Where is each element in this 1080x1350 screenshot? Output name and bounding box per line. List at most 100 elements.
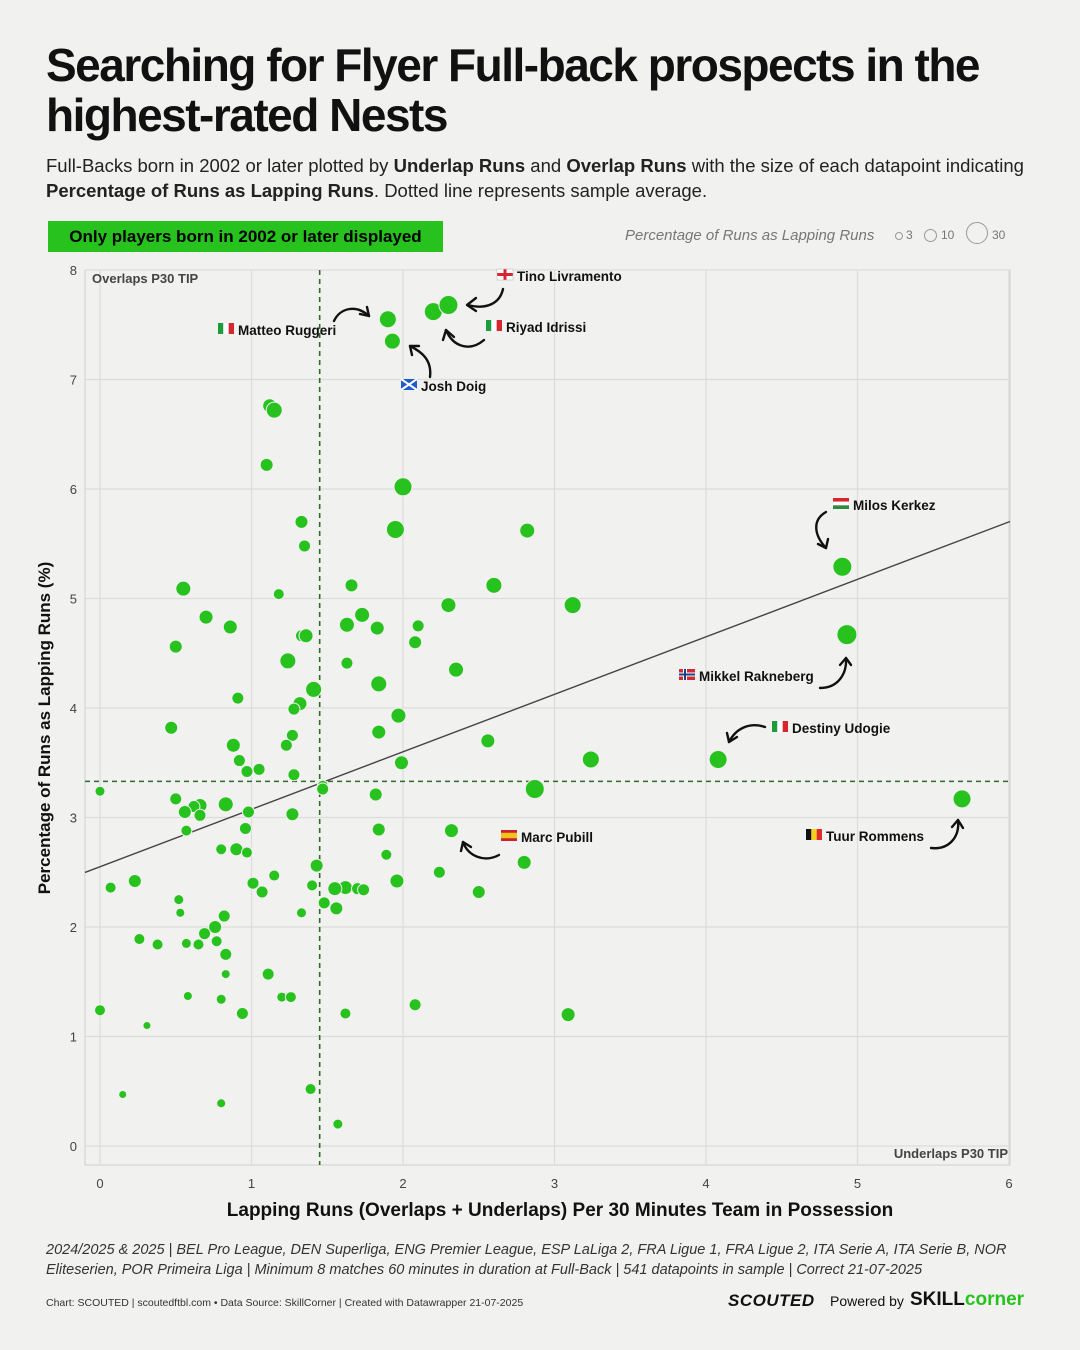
- data-point: [309, 858, 324, 873]
- data-point: [215, 993, 227, 1005]
- data-point: [438, 295, 459, 316]
- data-point: [432, 865, 446, 879]
- data-point: [94, 1004, 106, 1017]
- flag-ita-icon: [218, 323, 234, 334]
- data-point: [370, 675, 388, 693]
- data-point: [354, 606, 371, 623]
- data-point: [440, 597, 457, 614]
- flag-ita-icon: [772, 721, 788, 732]
- data-point: [235, 1007, 249, 1021]
- powered-by-label: Powered by: [830, 1293, 904, 1309]
- data-point: [338, 616, 355, 633]
- data-point: [393, 755, 409, 771]
- data-point: [390, 707, 407, 724]
- data-point: [344, 578, 359, 593]
- data-point: [225, 737, 241, 753]
- size-legend-circle-medium: [924, 229, 937, 242]
- data-point: [241, 805, 255, 819]
- data-point: [339, 1007, 352, 1020]
- data-point: [305, 680, 323, 698]
- data-point: [177, 805, 192, 820]
- flag-nor-icon: [679, 669, 695, 680]
- x-tick-label: 0: [96, 1176, 103, 1191]
- x-tick-label: 1: [248, 1176, 255, 1191]
- player-label: Destiny Udogie: [792, 721, 891, 736]
- grid: [84, 269, 1011, 1166]
- data-point: [133, 933, 146, 946]
- skillcorner-logo: SKILLcorner: [910, 1289, 1025, 1310]
- data-point: [216, 1098, 227, 1109]
- trendline: [84, 520, 1011, 874]
- data-point: [485, 576, 503, 594]
- data-point: [182, 990, 193, 1001]
- data-point: [259, 457, 274, 472]
- flag-bel-icon: [806, 829, 822, 840]
- data-point: [408, 998, 422, 1012]
- data-point: [222, 619, 238, 635]
- data-point: [316, 782, 330, 796]
- data-point: [581, 750, 600, 769]
- player-labels: Tino Livramento Matteo Ruggeri Riyad Idris…: [218, 268, 936, 845]
- scouted-logo: SCOUTED: [728, 1291, 815, 1310]
- arrow-matteo-ruggeri-head: [358, 305, 371, 318]
- data-point: [198, 609, 214, 625]
- arrow-destiny-udogie-head: [725, 731, 739, 744]
- plot-frame: [84, 269, 1011, 1166]
- data-point: [246, 876, 260, 890]
- data-point: [261, 967, 275, 981]
- data-point: [164, 720, 179, 735]
- data-point: [169, 792, 183, 806]
- data-point: [240, 846, 253, 859]
- data-point: [142, 1021, 152, 1031]
- data-point: [471, 884, 486, 899]
- arrow-mikkel-rakneberg: [818, 656, 848, 690]
- axis-ticks: 0 1 2 3 4 5 6 0 1 2 3 4 5 6 7 8: [70, 263, 1013, 1191]
- data-point: [383, 332, 401, 350]
- data-point: [208, 920, 223, 934]
- data-points: [94, 295, 972, 1130]
- data-point: [127, 874, 142, 889]
- data-point: [380, 848, 393, 861]
- data-point: [448, 661, 465, 678]
- x-tick-label: 2: [399, 1176, 406, 1191]
- data-point: [193, 808, 207, 822]
- size-legend-value-small: 3: [906, 228, 913, 242]
- data-point: [240, 765, 254, 779]
- data-point: [393, 477, 413, 497]
- arrow-destiny-udogie: [727, 724, 767, 744]
- flag-sco-icon: [400, 378, 418, 391]
- y-tick-label: 7: [70, 373, 77, 388]
- player-label: Riyad Idrissi: [506, 320, 586, 335]
- y-tick-label: 6: [70, 482, 77, 497]
- player-label: Matteo Ruggeri: [238, 323, 336, 338]
- quadrant-label-bottom-right: Underlaps P30 TIP: [894, 1146, 1008, 1161]
- size-legend: Percentage of Runs as Lapping Runs 3 10 …: [625, 222, 1025, 246]
- data-point: [215, 843, 228, 856]
- data-point: [217, 796, 234, 813]
- data-point: [519, 522, 536, 539]
- data-point: [175, 580, 192, 597]
- filter-badge: Only players born in 2002 or later displ…: [48, 221, 443, 252]
- data-point: [175, 907, 186, 918]
- data-point: [272, 588, 285, 601]
- data-point: [168, 639, 183, 654]
- size-legend-circle-small: [895, 232, 903, 240]
- arrow-tuur-rommens-head: [950, 818, 965, 830]
- size-legend-value-large: 30: [992, 228, 1006, 242]
- arrow-tuur-rommens: [929, 818, 960, 850]
- chart-title: Searching for Flyer Full-back prospects …: [46, 39, 981, 141]
- data-point: [389, 873, 405, 889]
- y-tick-label: 4: [70, 701, 77, 716]
- data-point: [217, 909, 231, 923]
- data-point: [229, 842, 244, 857]
- data-point: [265, 401, 283, 419]
- data-point: [329, 901, 344, 916]
- data-point: [832, 556, 853, 577]
- flag-eng-icon: [496, 268, 514, 281]
- data-point: [198, 927, 212, 941]
- data-point: [317, 896, 331, 910]
- data-point: [94, 785, 106, 797]
- y-tick-label: 8: [70, 263, 77, 278]
- data-point: [287, 768, 301, 782]
- arrow-milos-kerkez-head: [816, 537, 830, 550]
